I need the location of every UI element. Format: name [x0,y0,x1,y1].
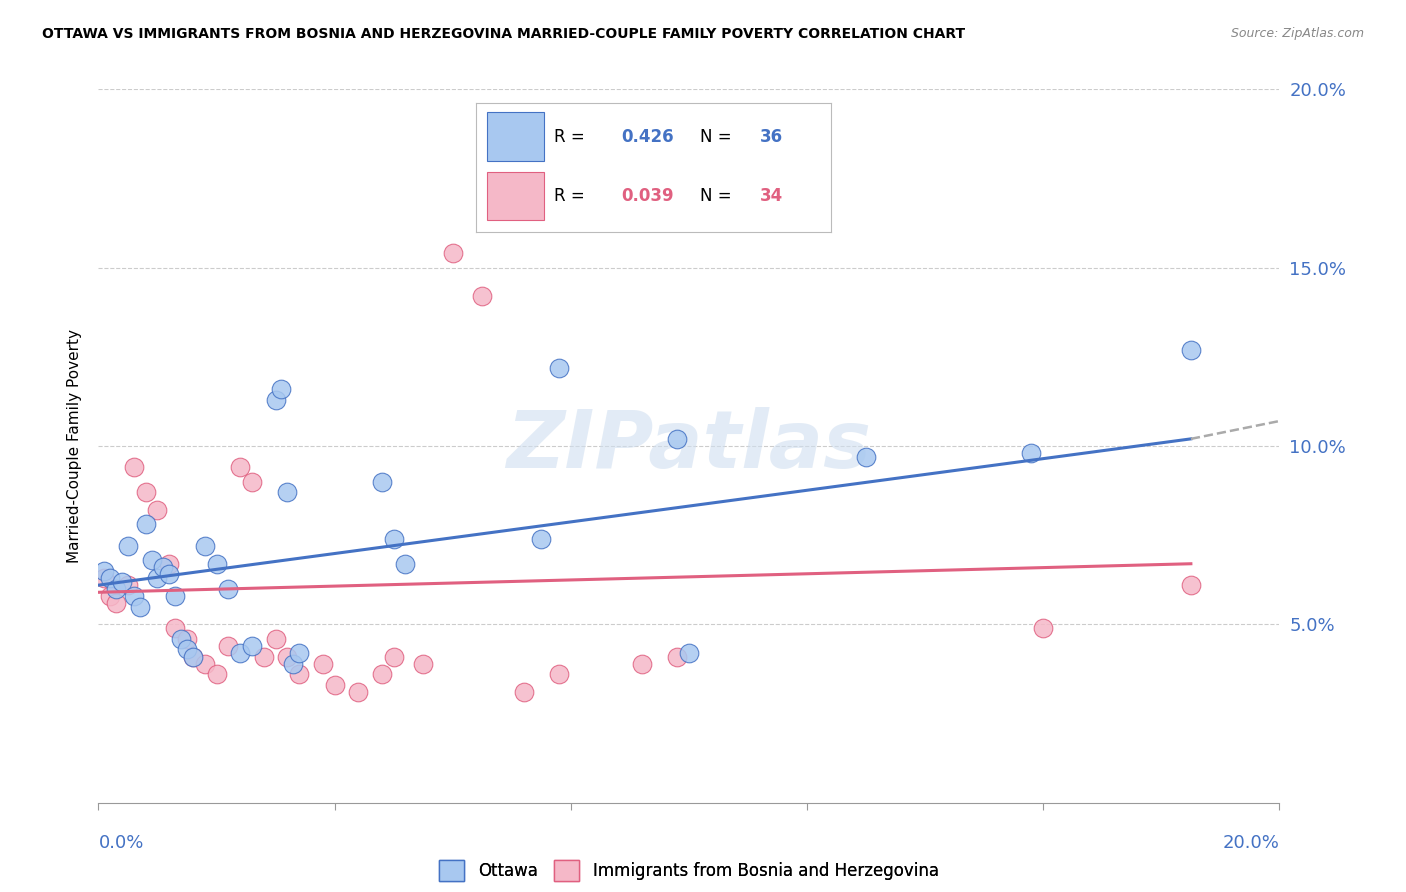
Point [312,657,335,671]
Point [117,539,139,553]
Point [146,571,169,585]
Legend: Ottawa, Immigrants from Bosnia and Herzegovina: Ottawa, Immigrants from Bosnia and Herze… [433,854,945,888]
Point [135,485,157,500]
Point [264,392,287,407]
Text: ZIPatlas: ZIPatlas [506,407,872,485]
Point [165,621,187,635]
Point [530,532,553,546]
Point [217,639,239,653]
Point [205,557,228,571]
Text: 20.0%: 20.0% [1223,834,1279,852]
Point [471,289,494,303]
Point [382,649,405,664]
Point [394,557,416,571]
Point [288,667,311,681]
Point [347,685,370,699]
Point [512,685,534,699]
Point [412,657,434,671]
Point [283,657,305,671]
Point [371,667,394,681]
Point [1180,343,1202,357]
Point [181,649,204,664]
Point [141,553,163,567]
Point [264,632,287,646]
Point [93,564,115,578]
Point [666,432,689,446]
Point [122,589,145,603]
Point [441,246,464,260]
Point [170,632,193,646]
Point [229,460,252,475]
Point [1180,578,1202,592]
Point [128,599,150,614]
Text: Source: ZipAtlas.com: Source: ZipAtlas.com [1230,27,1364,40]
Text: 0.0%: 0.0% [98,834,143,852]
Point [176,642,198,657]
Point [240,639,263,653]
Y-axis label: Married-Couple Family Poverty: Married-Couple Family Poverty [67,329,83,563]
Point [371,475,394,489]
Point [157,557,180,571]
Point [122,460,145,475]
Point [117,578,139,592]
Point [176,632,198,646]
Point [240,475,263,489]
Point [135,517,157,532]
Point [111,574,134,589]
Point [98,571,121,585]
Point [253,649,276,664]
Point [157,567,180,582]
Point [276,649,298,664]
Point [630,657,652,671]
Point [1032,621,1054,635]
Point [288,646,311,660]
Point [548,667,571,681]
Point [678,646,700,660]
Point [855,450,877,464]
Point [181,649,204,664]
Point [105,596,128,610]
Point [98,589,121,603]
Point [382,532,405,546]
Text: OTTAWA VS IMMIGRANTS FROM BOSNIA AND HERZEGOVINA MARRIED-COUPLE FAMILY POVERTY C: OTTAWA VS IMMIGRANTS FROM BOSNIA AND HER… [42,27,966,41]
Point [323,678,346,692]
Point [205,667,228,681]
Point [229,646,252,660]
Point [146,503,169,517]
Point [194,539,217,553]
Point [105,582,128,596]
Point [548,360,571,375]
Point [217,582,239,596]
Point [93,571,115,585]
Point [276,485,298,500]
Point [152,560,174,574]
Point [270,382,292,396]
Point [666,649,689,664]
Point [194,657,217,671]
Point [165,589,187,603]
Point [1021,446,1043,460]
